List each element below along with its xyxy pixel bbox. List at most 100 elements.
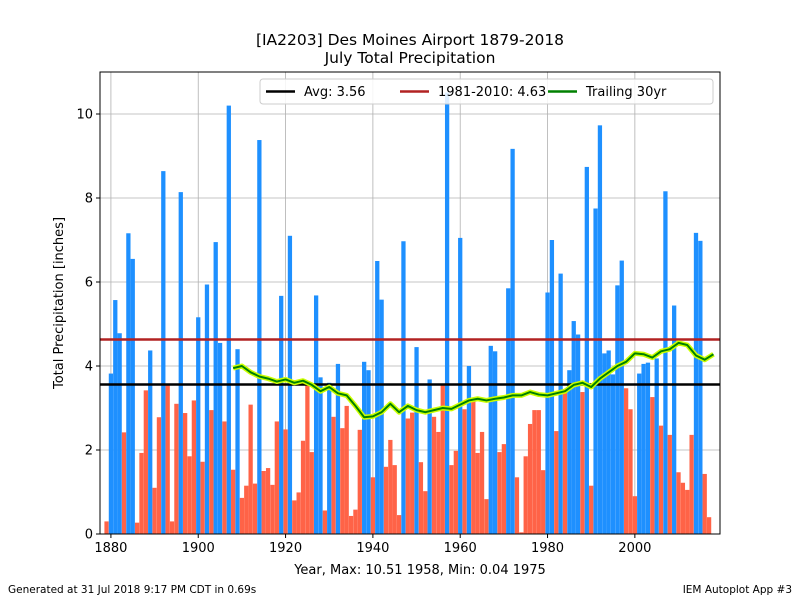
bar [536,410,541,534]
bar [414,347,419,534]
bar [663,191,668,534]
footer-app-label: IEM Autoplot App #3 [682,584,792,596]
bar [134,522,140,534]
bar [331,416,336,534]
bar [501,444,507,534]
bar [436,431,441,534]
bar [204,284,210,534]
bar [549,240,555,534]
bar [698,240,703,534]
bar [427,379,432,534]
bar [514,477,520,534]
bar [706,517,712,534]
y-tick-label: 4 [85,360,93,375]
bar [121,432,127,534]
plot-frame [99,71,721,535]
bar [562,389,568,534]
bar [113,300,118,534]
bar [191,400,197,534]
bar [370,477,376,534]
bar [261,471,266,534]
x-tick-label: 1980 [531,541,564,556]
bar [506,288,511,534]
bar [143,390,148,534]
bar [379,299,384,534]
bar [279,295,284,534]
bar [396,515,402,534]
bar [532,410,537,534]
bar [305,384,310,534]
bar [584,166,589,535]
x-tick-label: 1880 [94,541,127,556]
bar [322,510,327,534]
bar [165,385,170,534]
bar [458,237,463,534]
bar [645,362,651,534]
bar [484,499,489,534]
bar [270,484,275,534]
bar [178,192,183,534]
y-tick-label: 6 [85,276,93,291]
bar [471,399,476,534]
bar [152,487,157,534]
bar [231,469,236,534]
bar [444,92,450,534]
bar [348,515,354,534]
bar [431,416,437,534]
bar [169,521,175,534]
bar [213,242,218,534]
bar [174,403,179,534]
bar [244,485,249,534]
bar [200,461,205,534]
bar [602,353,607,534]
bar [615,285,620,534]
bar [589,485,594,534]
bar [248,404,253,534]
bar [296,492,301,534]
y-tick-label: 8 [85,192,93,207]
bar [108,373,114,534]
x-tick-label: 2000 [618,541,651,556]
bar [388,439,393,534]
bar [161,171,166,534]
bar [580,392,585,534]
bar [554,431,559,534]
bar [139,452,144,534]
legend: Avg: 3.56 1981-2010: 4.63 Trailing 30yr [259,78,714,105]
bar [475,452,480,534]
bar [650,397,655,534]
bar [523,456,528,534]
y-tick-label: 2 [85,444,93,459]
bar [226,105,231,534]
bar [313,295,319,534]
bar [493,351,498,534]
legend-box [259,78,714,105]
bar [117,333,122,534]
bar [410,412,415,534]
bar [510,148,515,535]
bar [680,482,686,534]
bar [318,377,323,534]
bar [453,450,458,534]
bar [196,317,201,534]
bar [462,409,467,534]
bar [654,358,659,534]
bar [156,417,162,534]
bar [593,208,598,534]
bar [672,305,677,534]
bar [357,429,362,534]
bar [597,125,603,534]
bar [130,258,135,534]
x-tick-label: 1900 [182,541,215,556]
bar [440,384,445,534]
bar [418,462,424,534]
bar [658,425,664,534]
bar [353,509,358,534]
bar [685,489,690,534]
bar [104,521,109,534]
bar [366,370,371,534]
x-axis-label: Year, Max: 10.51 1958, Min: 0.04 1975 [293,563,546,578]
bar [239,497,245,534]
bar [183,413,188,534]
